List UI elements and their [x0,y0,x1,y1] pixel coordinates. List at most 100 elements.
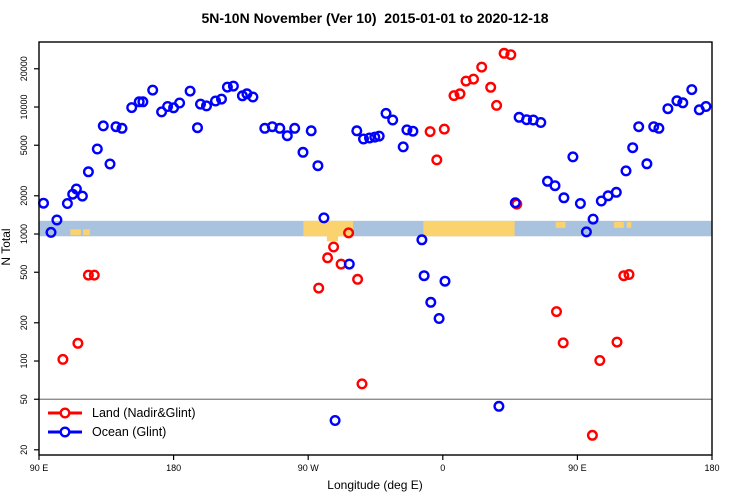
ocean-data-point [116,122,128,134]
ocean-data-point [104,158,116,170]
y-tick-label: 500 [19,265,29,280]
ocean-data-point [416,234,428,246]
land-data-point [88,269,100,281]
ocean-data-point [215,93,227,105]
band-orange-segment [303,220,354,237]
ocean-data-point [297,146,309,158]
plot-border [38,41,713,456]
land-data-point [586,429,598,441]
ocean-data-point [380,107,392,119]
ocean-data-point [627,142,639,154]
legend: Land (Nadir&Glint) Ocean (Glint) [46,403,196,441]
ocean-data-point [373,130,385,142]
legend-label-ocean: Ocean (Glint) [92,424,167,439]
y-tick-label: 2000 [19,186,29,206]
ocean-data-point [133,96,145,108]
ocean-data-point [200,100,212,112]
ocean-data-point [221,81,233,93]
ocean-data-point [174,97,186,109]
ocean-data-point [227,80,239,92]
ocean-data-point [191,122,203,134]
land-data-point [448,90,460,102]
x-tick-label: 0 [440,463,445,473]
ocean-data-point [70,183,82,195]
y-tick-label: 5000 [19,135,29,155]
ocean-data-point [620,165,632,177]
y-tick-label: 20000 [19,56,29,81]
land-data-point [424,126,436,138]
land-series-symbol-icon [48,406,82,419]
land-data-point [328,241,340,253]
land-data-point [438,123,450,135]
band-orange-segment [555,221,566,228]
ocean-data-point [351,125,363,137]
ocean-data-point [289,122,301,134]
ocean-data-point [274,122,286,134]
ocean-data-point [567,151,579,163]
land-data-point [82,269,94,281]
ocean-data-point [558,192,570,204]
ocean-data-point [425,296,437,308]
ocean-series-symbol-icon [48,425,82,438]
land-data-point [322,252,334,264]
ocean-data-point [677,97,689,109]
ocean-data-point [318,212,330,224]
band-orange-segment [326,234,339,242]
ocean-data-point [439,275,451,287]
ocean-data-point [61,197,73,209]
y-axis-label: N Total [0,228,13,266]
y-tick-label: 20 [19,445,29,455]
band-orange-segment [70,229,81,236]
ocean-data-point [521,114,533,126]
ocean-data-point [509,197,521,209]
land-data-point [623,269,635,281]
land-data-point [491,99,503,111]
ocean-data-point [126,102,138,114]
ocean-data-point [76,190,88,202]
x-axis-label: Longitude (deg E) [327,478,423,492]
ocean-data-point [549,180,561,192]
ocean-data-point [535,116,547,128]
land-data-point [594,355,606,367]
land-data-point [498,47,510,59]
ocean-data-point [329,415,341,427]
ocean-data-point [343,258,355,270]
land-data-point [356,378,368,390]
ocean-data-point [610,186,622,198]
land-data-point [468,73,480,85]
ocean-data-point [671,95,683,107]
x-tick-label: 90 E [30,463,49,473]
ocean-data-point [51,214,63,226]
land-data-point [611,336,623,348]
ocean-data-point [641,158,653,170]
y-tick-label: 100 [19,354,29,369]
ocean-data-point [91,143,103,155]
land-data-point [352,273,364,285]
ocean-data-point [648,121,660,133]
ocean-data-point [595,195,607,207]
ocean-data-point [305,125,317,137]
x-tick-label: 180 [704,463,719,473]
ocean-data-point [45,226,57,238]
ocean-data-point [156,106,168,118]
x-tick-label: 180 [166,463,181,473]
land-data-point [485,81,497,93]
ocean-data-point [82,166,94,178]
reference-band [39,220,712,237]
band-orange-segment [423,220,515,237]
land-data-point [618,270,630,282]
ocean-data-point [209,95,221,107]
ocean-data-point [281,130,293,142]
ocean-data-point [700,100,712,112]
band-orange-segment [626,221,632,228]
chart-title: 5N-10N November (Ver 10) 2015-01-01 to 2… [201,10,549,26]
legend-item-ocean: Ocean (Glint) [46,422,196,441]
land-data-point [72,337,84,349]
legend-label-land: Land (Nadir&Glint) [92,405,196,420]
x-tick-label: 90 W [298,463,320,473]
ocean-data-point [358,133,370,145]
land-data-point [557,337,569,349]
ocean-data-point [397,141,409,153]
